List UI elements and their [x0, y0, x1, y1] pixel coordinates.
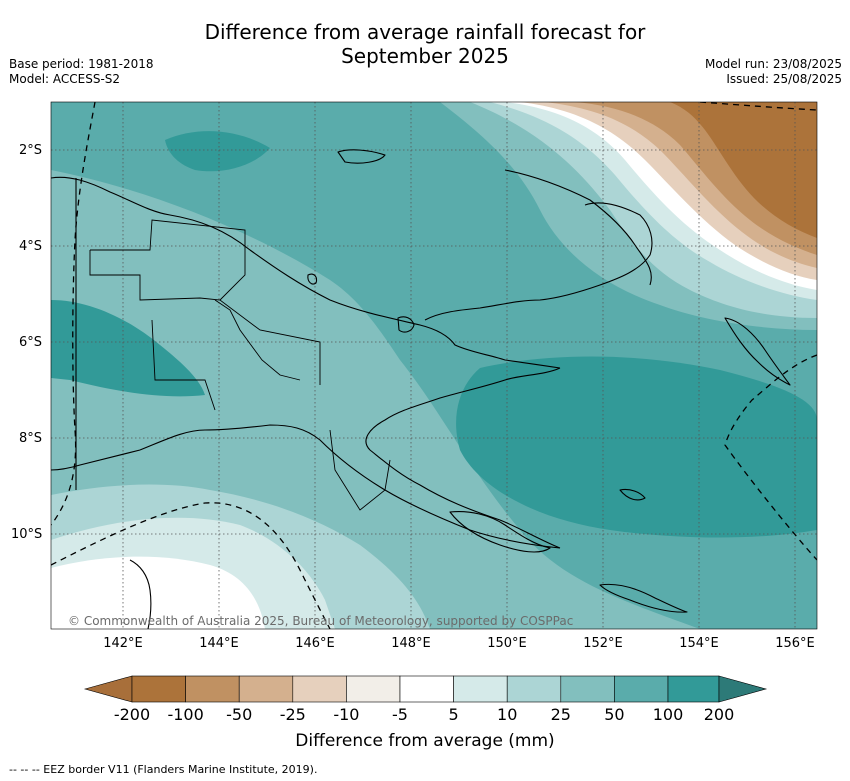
lon-label-142e: 142°E: [103, 636, 143, 651]
title-line-2: September 2025: [341, 44, 509, 68]
colorbar-bin-7: [453, 675, 508, 703]
colorbar-bin-3: [238, 675, 294, 703]
issued-date: Issued: 25/08/2025: [726, 72, 842, 86]
lon-label-154e: 154°E: [679, 636, 719, 651]
lon-label-152e: 152°E: [583, 636, 623, 651]
colorbar-tick-label: -100: [167, 705, 204, 724]
lon-label-144e: 144°E: [199, 636, 239, 651]
colorbar-tick-label: 200: [703, 705, 735, 724]
base-period: Base period: 1981-2018: [9, 57, 154, 71]
contour-100-200-west: [51, 300, 205, 397]
model-run: Model run: 23/08/2025: [704, 57, 842, 71]
colorbar-bin-2: [185, 675, 240, 703]
colorbar-tick-label: 5: [448, 705, 459, 724]
meta-right: Model run: 23/08/2025 Issued: 25/08/2025: [705, 57, 842, 87]
new-britain-coast: [424, 202, 653, 321]
colorbar-bin-9: [560, 675, 615, 703]
png-southwest-coast: [51, 449, 141, 471]
colorbar-bin-1: [131, 675, 186, 703]
colorbar-bin-10: [614, 675, 669, 703]
small-island-2: [307, 273, 318, 285]
province-boundary-1: [90, 219, 246, 301]
colorbar-tick-label: -5: [392, 705, 408, 724]
colorbar-tick-label: -50: [226, 705, 253, 724]
province-boundary-2: [89, 250, 321, 385]
lon-label-148e: 148°E: [391, 636, 431, 651]
png-east-coast: [365, 367, 561, 549]
milne-bay-islands: [449, 511, 551, 553]
colorbar-tick-label: -10: [333, 705, 360, 724]
coastlines: [51, 149, 791, 629]
colorbar-tick-label: 10: [497, 705, 518, 724]
louisiade-islands: [599, 583, 688, 613]
province-boundary-5: [329, 429, 391, 511]
colorbar-tick-label: 100: [652, 705, 684, 724]
contour-100-200-north: [165, 131, 270, 172]
contour-neutral: [51, 556, 265, 629]
colorbar-bin-5: [346, 675, 401, 703]
colorbar-extend-high: [718, 675, 768, 703]
province-boundaries: [89, 219, 391, 511]
colorbar-title: Difference from average (mm): [295, 731, 555, 751]
contour-minus100-minus50: [670, 102, 817, 238]
lat-label-2s: 2°S: [19, 143, 43, 158]
colorbar-bin-4: [292, 675, 347, 703]
contour-100-200-east: [456, 356, 817, 538]
lat-label-8s: 8°S: [19, 431, 43, 446]
lat-label-4s: 4°S: [19, 239, 43, 254]
colorbar-tick-label: 50: [604, 705, 625, 724]
eez-legend: -- -- -- EEZ border V11 (Flanders Marine…: [9, 763, 318, 776]
lat-label-6s: 6°S: [19, 335, 43, 350]
bougainville-island: [724, 317, 791, 386]
png-north-coast: [51, 176, 561, 369]
eez-west: [51, 102, 96, 526]
copyright-notice: © Commonwealth of Australia 2025, Bureau…: [68, 614, 574, 628]
manus-island: [337, 149, 386, 164]
map-frame: [50, 101, 818, 630]
colorbar-tick-label: -25: [279, 705, 306, 724]
lat-label-10s: 10°S: [11, 527, 43, 542]
eez-north: [699, 102, 817, 111]
small-island-1: [397, 316, 415, 333]
chart-title: Difference from average rainfall forecas…: [0, 20, 850, 68]
colorbar-extend-low: [83, 675, 133, 703]
lon-label-146e: 146°E: [295, 636, 335, 651]
colorbar-bin-8: [506, 675, 562, 703]
colorbar-bin-6: [399, 675, 454, 703]
title-line-1: Difference from average rainfall forecas…: [204, 20, 646, 44]
colorbar-tick-label: 25: [550, 705, 571, 724]
model-name: Model: ACCESS-S2: [9, 72, 121, 86]
small-island-3: [619, 488, 646, 501]
contour-fill: [51, 102, 817, 629]
lon-label-156e: 156°E: [775, 636, 815, 651]
cape-york: [129, 559, 152, 629]
province-boundary-4: [214, 299, 301, 381]
colorbar-tick-label: -200: [113, 705, 151, 724]
colorbar-bin-11: [667, 675, 720, 703]
lon-label-150e: 150°E: [487, 636, 527, 651]
meta-left: Base period: 1981-2018 Model: ACCESS-S2: [9, 57, 154, 87]
colorbar: [83, 675, 768, 703]
province-boundary-3: [151, 319, 216, 411]
new-ireland-coast: [504, 169, 652, 286]
